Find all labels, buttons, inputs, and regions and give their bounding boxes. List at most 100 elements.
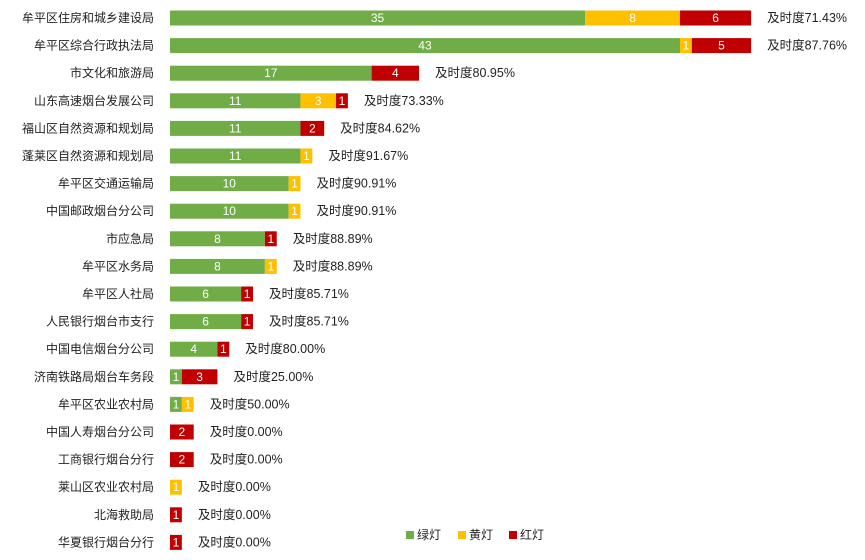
data-label: 1 [683, 39, 690, 53]
bar-segment [181, 369, 218, 385]
category-label: 工商银行烟台分行 [58, 452, 154, 467]
bar-segment [691, 38, 752, 54]
rate-label: 及时度0.00% [198, 534, 271, 549]
data-label: 1 [173, 535, 180, 549]
data-label: 6 [202, 287, 209, 301]
bars: 35 8 643 1 517 411 3 111 211 110 110 18 18 16 16 14 11 31… [170, 10, 752, 550]
data-label: 1 [291, 204, 298, 218]
rate-labels: 及时度71.43% 及时度87.76% 及时度80.95% 及时度73.33% 及时度8… [198, 10, 847, 549]
legend-swatch [406, 531, 414, 539]
data-label: 1 [173, 480, 180, 494]
rate-label: 及时度71.43% [767, 10, 847, 25]
data-label: 1 [244, 315, 251, 329]
data-label: 1 [291, 177, 298, 191]
data-label: 10 [223, 177, 237, 191]
data-label: 1 [173, 397, 180, 411]
category-label: 中国邮政烟台分公司 [46, 203, 154, 218]
category-label: 市应急局 [106, 231, 154, 246]
category-label: 市文化和旅游局 [70, 65, 154, 80]
bar-segment [264, 258, 277, 274]
bar-segment [300, 93, 337, 109]
category-label: 牟平区住房和城乡建设局 [22, 10, 154, 25]
rate-label: 及时度85.71% [269, 286, 349, 301]
data-label: 11 [229, 94, 242, 108]
bar-segment [170, 479, 182, 495]
rate-label: 及时度80.95% [435, 65, 515, 80]
data-label: 3 [315, 94, 322, 108]
rate-label: 及时度50.00% [210, 396, 290, 411]
bar-segment [170, 507, 182, 523]
bar-segment [170, 369, 182, 385]
data-label: 6 [712, 11, 719, 25]
data-label: 6 [202, 315, 209, 329]
data-label: 1 [267, 259, 274, 273]
bar-segment [679, 38, 692, 54]
bar-segment [170, 65, 372, 81]
category-labels: 牟平区住房和城乡建设局牟平区综合行政执法局市文化和旅游局山东高速烟台发展公司福山… [22, 10, 154, 549]
rate-label: 及时度87.76% [767, 38, 847, 53]
bar-segment [170, 286, 242, 302]
data-label: 8 [629, 11, 636, 25]
bar-segment [170, 314, 242, 330]
data-label: 1 [339, 94, 346, 108]
rate-label: 及时度90.91% [316, 203, 396, 218]
bar-segment [170, 452, 194, 468]
bar-segment [300, 148, 313, 164]
legend-label: 绿灯 [417, 527, 441, 542]
bar-segment [181, 396, 194, 412]
legend-swatch [458, 531, 466, 539]
rate-label: 及时度25.00% [233, 369, 313, 384]
category-label: 济南铁路局烟台车务段 [34, 369, 154, 384]
bar-segment [241, 286, 254, 302]
legend: 绿灯 黄灯 红灯 [406, 527, 544, 542]
category-label: 牟平区综合行政执法局 [34, 38, 154, 53]
bar-segment [371, 65, 420, 81]
data-label: 3 [196, 370, 203, 384]
category-label: 牟平区交通运输局 [58, 176, 154, 191]
bar-segment [241, 314, 254, 330]
bar-segment [170, 258, 265, 274]
data-label: 8 [214, 259, 221, 273]
rate-label: 及时度0.00% [198, 507, 271, 522]
bar-segment [170, 231, 265, 247]
data-label: 1 [303, 149, 310, 163]
category-label: 人民银行烟台市支行 [46, 314, 154, 329]
legend-label: 黄灯 [469, 528, 493, 542]
rate-label: 及时度85.71% [269, 314, 349, 329]
bar-segment [679, 10, 752, 26]
bar-segment [300, 120, 325, 136]
bar-segment [336, 93, 348, 109]
category-label: 中国人寿烟台分公司 [46, 424, 154, 439]
category-label: 华夏银行烟台分行 [58, 534, 154, 549]
legend-swatch [509, 531, 517, 539]
data-label: 1 [184, 397, 191, 411]
data-label: 35 [371, 11, 385, 25]
data-label: 1 [173, 508, 180, 522]
legend-label: 红灯 [520, 527, 544, 542]
bar-segment [585, 10, 680, 26]
rate-label: 及时度73.33% [364, 93, 444, 108]
data-label: 1 [173, 370, 180, 384]
bar-segment [288, 203, 301, 219]
data-label: 43 [418, 39, 432, 53]
rate-label: 及时度0.00% [198, 479, 271, 494]
rate-label: 及时度84.62% [340, 120, 420, 135]
bar-segment [170, 10, 586, 26]
data-label: 4 [392, 66, 399, 80]
bar-segment [170, 424, 194, 440]
data-label: 4 [190, 342, 197, 356]
data-label: 2 [309, 121, 316, 135]
rate-label: 及时度80.00% [245, 341, 325, 356]
rate-label: 及时度0.00% [210, 424, 283, 439]
category-label: 牟平区人社局 [82, 286, 154, 301]
bar-segment [170, 148, 301, 164]
rate-label: 及时度90.91% [316, 176, 396, 191]
category-label: 莱山区农业农村局 [58, 480, 154, 494]
data-label: 2 [179, 425, 186, 439]
data-label: 5 [718, 39, 725, 53]
data-label: 8 [214, 232, 221, 246]
bar-segment [170, 341, 218, 357]
bar-segment [170, 38, 680, 54]
category-label: 福山区自然资源和规划局 [22, 120, 154, 135]
